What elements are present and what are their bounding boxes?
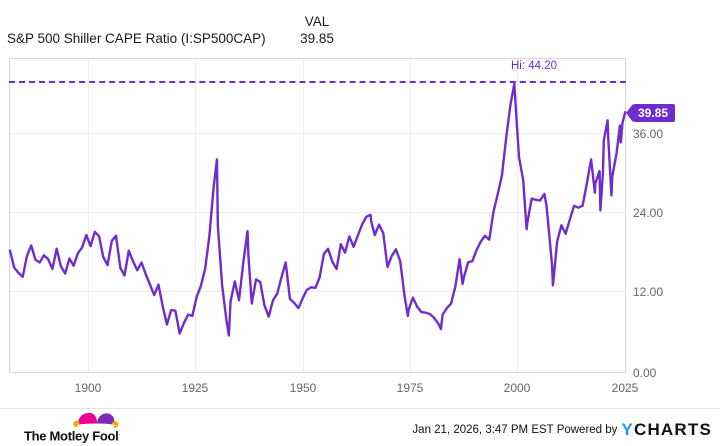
jester-hat-icon <box>73 412 119 428</box>
x-tick-label-1925: 1925 <box>181 381 209 395</box>
series-line-chart <box>8 82 627 337</box>
gridline-x-1900 <box>88 59 89 372</box>
current-value-flag: 39.85 <box>625 104 676 122</box>
ycharts-logo: YCHARTS <box>621 421 712 438</box>
motley-fool-tm: . <box>118 430 121 437</box>
val-column-header: VAL <box>304 14 330 29</box>
gridline-y-12 <box>10 291 625 292</box>
high-reference-line <box>9 81 626 83</box>
gridline-y-24 <box>10 212 625 213</box>
motley-fool-logo: The Motley Fool. <box>12 411 142 443</box>
y-tick-label-12: 12.00 <box>633 285 664 299</box>
gridline-x-1925 <box>195 59 196 372</box>
y-tick-label-36: 36.00 <box>633 127 664 141</box>
val-current-value: 39.85 <box>300 31 334 46</box>
footer-timestamp: Jan 21, 2026, 3:47 PM EST Powered by <box>412 423 618 436</box>
x-tick-label-2000: 2000 <box>503 381 531 395</box>
chart-header: S&P 500 Shiller CAPE Ratio (I:SP500CAP) … <box>0 0 720 52</box>
y-tick-label-0: 0.00 <box>633 366 657 380</box>
plot-frame <box>8 58 627 373</box>
gridline-x-1950 <box>303 59 304 372</box>
motley-fool-wordmark: The Motley Fool. <box>24 427 120 443</box>
gridline-x-1975 <box>410 59 411 372</box>
x-tick-label-1950: 1950 <box>289 381 317 395</box>
series-title: S&P 500 Shiller CAPE Ratio (I:SP500CAP) <box>7 31 266 46</box>
high-reference-label: Hi: 44.20 <box>511 60 558 72</box>
motley-fool-brand-text: The Motley Fool <box>24 428 119 444</box>
x-tick-label-1900: 1900 <box>74 381 102 395</box>
ycharts-logo-text: CHARTS <box>633 420 712 439</box>
footer-attribution: Jan 21, 2026, 3:47 PM EST Powered by YCH… <box>412 421 712 438</box>
x-tick-label-1975: 1975 <box>396 381 424 395</box>
gridline-x-2000 <box>517 59 518 372</box>
y-tick-label-24: 24.00 <box>633 206 664 220</box>
ycharts-logo-y: Y <box>621 420 634 439</box>
x-tick-label-2025: 2025 <box>611 381 639 395</box>
gridline-y-36 <box>10 133 625 134</box>
chart-footer: The Motley Fool. Jan 21, 2026, 3:47 PM E… <box>0 408 720 443</box>
